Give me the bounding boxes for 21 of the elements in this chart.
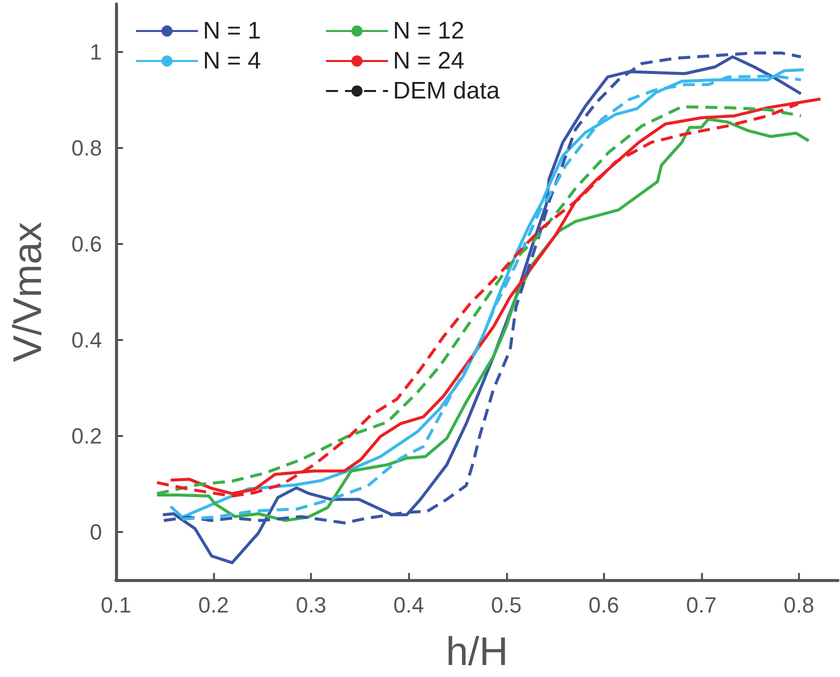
x-tick-label: 0.1 — [100, 592, 132, 618]
legend-label: N = 12 — [393, 18, 464, 44]
x-tick-label: 0.7 — [686, 592, 717, 618]
x-tick-label: 0.4 — [393, 592, 424, 618]
x-tick-label: 0.5 — [490, 592, 522, 618]
y-tick-label: 1 — [90, 40, 102, 64]
legend-label: N = 1 — [203, 18, 262, 44]
y-tick-label: 0.8 — [71, 136, 102, 160]
x-axis-title: h/H — [446, 630, 508, 674]
y-tick-label: 0.2 — [71, 424, 102, 448]
legend-label: N = 4 — [203, 48, 262, 74]
y-tick-label: 0 — [90, 520, 102, 544]
y-axis-title: V/Vmax — [6, 222, 50, 362]
x-tick-label: 0.3 — [296, 592, 326, 618]
legend-label: N = 24 — [393, 48, 464, 74]
y-tick-label: 0.4 — [71, 328, 102, 352]
x-tick-label: 0.8 — [784, 592, 814, 618]
x-tick-label: 0.6 — [588, 592, 620, 618]
x-tick-label: 0.2 — [198, 592, 229, 618]
y-tick-label: 0.6 — [71, 232, 102, 256]
legend-label: DEM data — [393, 78, 500, 104]
